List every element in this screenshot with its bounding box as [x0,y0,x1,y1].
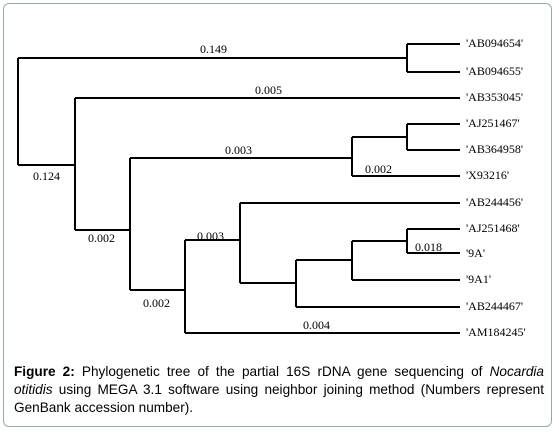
leaf-label: 'AJ251468' [466,221,520,235]
leaf-label: 'AB244467' [466,299,523,313]
branch-labels: 0.149 0.005 0.124 0.003 0.002 0.002 0.00… [33,42,442,332]
leaf-label: 'AB353045' [466,90,523,104]
branch-label: 0.124 [33,169,60,183]
leaf-label: 'AJ251467' [466,116,520,130]
caption-text: using MEGA 3.1 software using neighbor j… [14,382,544,415]
leaf-label: '9A' [466,246,485,260]
caption-text: Phylogenetic tree of the partial 16S rDN… [81,364,483,379]
tree: 'AB094654' 'AB094655' 'AB353045' 'AJ2514… [17,36,526,339]
branch-label: 0.149 [200,42,227,56]
leaf-label: 'AB094654' [466,36,523,50]
branch-label: 0.004 [303,318,330,332]
caption-label: Figure 2: [14,364,75,379]
leaf-label: 'AB364958' [466,142,523,156]
caption: Figure 2: Phylogenetic tree of the parti… [14,363,544,417]
tree-branches [17,43,460,334]
branch-label: 0.002 [143,296,170,310]
leaf-label: 'AB244456' [466,195,523,209]
branch-label: 0.002 [365,162,392,176]
branch-label: 0.003 [197,229,224,243]
leaf-label: '9A1' [466,272,491,286]
caption-species: Nocardia otitidis [14,364,544,397]
leaf-labels: 'AB094654' 'AB094655' 'AB353045' 'AJ2514… [466,36,526,339]
branch-label: 0.002 [88,231,115,245]
branch-label: 0.003 [225,143,252,157]
figure-frame [3,3,552,427]
branch-label: 0.018 [415,240,442,254]
leaf-label: 'X93216' [466,168,509,182]
branch-label: 0.005 [255,83,282,97]
leaf-label: 'AM184245' [466,325,526,339]
leaf-label: 'AB094655' [466,64,523,78]
